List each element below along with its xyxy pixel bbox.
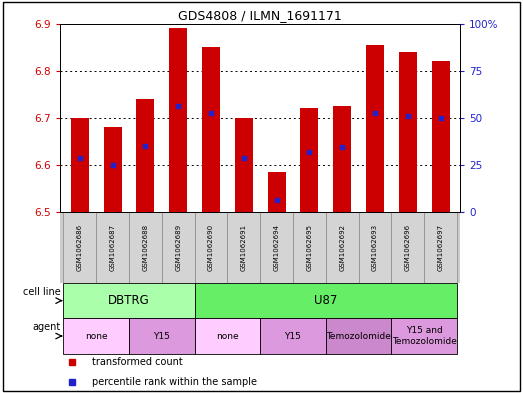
Text: cell line: cell line <box>23 287 61 297</box>
Text: Y15: Y15 <box>285 332 301 340</box>
Text: percentile rank within the sample: percentile rank within the sample <box>92 377 257 387</box>
Bar <box>169 28 187 212</box>
Bar <box>399 52 417 212</box>
Bar <box>268 172 286 212</box>
Text: GSM1062686: GSM1062686 <box>77 224 83 271</box>
Text: none: none <box>85 332 108 340</box>
Point <box>76 155 84 161</box>
Bar <box>300 108 319 212</box>
Bar <box>391 212 424 283</box>
Bar <box>137 99 154 212</box>
Text: GSM1062695: GSM1062695 <box>306 224 312 271</box>
Text: Y15 and
Temozolomide: Y15 and Temozolomide <box>392 326 457 346</box>
Bar <box>71 118 89 212</box>
Bar <box>63 212 96 283</box>
Bar <box>195 212 228 283</box>
Text: GSM1062691: GSM1062691 <box>241 224 247 271</box>
Point <box>305 149 314 155</box>
Point <box>338 144 346 150</box>
Text: agent: agent <box>32 322 61 332</box>
Point <box>207 110 215 116</box>
Text: GSM1062696: GSM1062696 <box>405 224 411 271</box>
Bar <box>424 212 457 283</box>
Text: GSM1062690: GSM1062690 <box>208 224 214 271</box>
Bar <box>104 127 122 212</box>
Bar <box>202 47 220 212</box>
Bar <box>366 45 384 212</box>
Bar <box>333 106 351 212</box>
Text: U87: U87 <box>314 294 337 307</box>
Bar <box>129 212 162 283</box>
Text: GSM1062693: GSM1062693 <box>372 224 378 271</box>
Bar <box>63 283 195 318</box>
Text: Temozolomide: Temozolomide <box>326 332 391 340</box>
Bar <box>195 318 260 354</box>
Text: GSM1062688: GSM1062688 <box>142 224 149 271</box>
Text: GSM1062694: GSM1062694 <box>274 224 280 271</box>
Bar <box>63 318 129 354</box>
Text: GSM1062687: GSM1062687 <box>110 224 116 271</box>
Bar <box>260 318 326 354</box>
Point <box>240 155 248 161</box>
Bar <box>326 212 359 283</box>
Point <box>404 113 412 119</box>
Point <box>272 197 281 204</box>
Bar <box>431 61 450 212</box>
Bar <box>96 212 129 283</box>
Text: Y15: Y15 <box>153 332 170 340</box>
Point <box>436 115 445 121</box>
Point <box>174 103 183 109</box>
Point <box>141 143 150 149</box>
Bar <box>293 212 326 283</box>
Text: none: none <box>216 332 238 340</box>
Point <box>371 110 379 116</box>
Bar <box>326 318 391 354</box>
Bar <box>235 118 253 212</box>
Bar <box>228 212 260 283</box>
Text: DBTRG: DBTRG <box>108 294 150 307</box>
Bar <box>359 212 391 283</box>
Text: GSM1062689: GSM1062689 <box>175 224 181 271</box>
Text: transformed count: transformed count <box>92 357 183 367</box>
Title: GDS4808 / ILMN_1691171: GDS4808 / ILMN_1691171 <box>178 9 342 22</box>
Bar <box>260 212 293 283</box>
Point <box>108 162 117 168</box>
Bar <box>162 212 195 283</box>
Text: GSM1062697: GSM1062697 <box>438 224 444 271</box>
Bar <box>129 318 195 354</box>
Text: GSM1062692: GSM1062692 <box>339 224 345 271</box>
Bar <box>195 283 457 318</box>
Bar <box>391 318 457 354</box>
